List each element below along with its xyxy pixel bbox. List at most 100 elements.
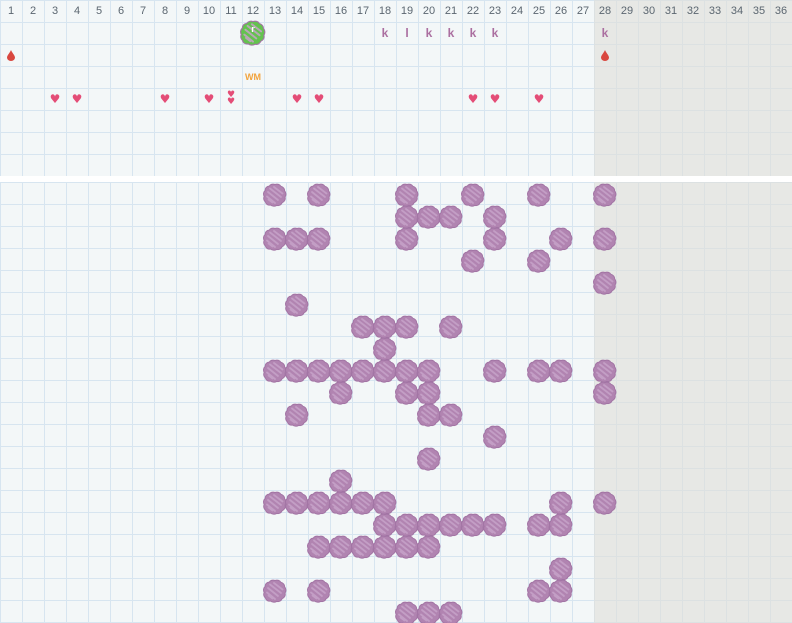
creature-blob-sprite[interactable] bbox=[417, 513, 441, 537]
creature-blob-sprite[interactable] bbox=[417, 381, 441, 405]
creature-blob-sprite[interactable] bbox=[527, 359, 551, 383]
creature-blob-sprite[interactable] bbox=[549, 359, 573, 383]
creature-blob-sprite[interactable] bbox=[593, 491, 617, 515]
creature-blob-sprite[interactable] bbox=[593, 381, 617, 405]
creature-blob-sprite[interactable] bbox=[483, 425, 507, 449]
creature-letter-marker[interactable]: k bbox=[491, 26, 499, 40]
creature-blob-sprite[interactable] bbox=[549, 579, 573, 603]
creature-blob-sprite[interactable] bbox=[417, 403, 441, 427]
creature-blob-sprite[interactable] bbox=[307, 535, 331, 559]
column-number: 27 bbox=[576, 4, 590, 17]
creature-blob-sprite[interactable] bbox=[373, 359, 397, 383]
creature-blob-sprite[interactable] bbox=[263, 183, 287, 207]
creature-blob-sprite[interactable] bbox=[417, 359, 441, 383]
creature-blob-sprite[interactable] bbox=[439, 601, 463, 623]
creature-blob-sprite[interactable] bbox=[549, 513, 573, 537]
creature-blob-sprite[interactable] bbox=[483, 513, 507, 537]
creature-blob-sprite[interactable] bbox=[461, 513, 485, 537]
creature-blob-sprite[interactable] bbox=[307, 227, 331, 251]
creature-blob-sprite[interactable] bbox=[351, 491, 375, 515]
creature-blob-sprite[interactable] bbox=[351, 535, 375, 559]
creature-blob-sprite[interactable] bbox=[351, 315, 375, 339]
creature-blob-sprite[interactable] bbox=[307, 579, 331, 603]
creature-blob-sprite[interactable] bbox=[373, 535, 397, 559]
creature-letter-marker[interactable]: k bbox=[469, 26, 477, 40]
creature-blob-sprite[interactable] bbox=[483, 205, 507, 229]
creature-blob-sprite[interactable] bbox=[329, 491, 353, 515]
creature-blob-sprite[interactable] bbox=[285, 227, 309, 251]
creature-blob-sprite[interactable] bbox=[527, 579, 551, 603]
creature-blob-sprite[interactable] bbox=[593, 227, 617, 251]
creature-blob-sprite[interactable] bbox=[395, 513, 419, 537]
creature-blob-sprite[interactable] bbox=[373, 337, 397, 361]
creature-letter-marker[interactable]: k bbox=[447, 26, 455, 40]
creature-blob-sprite[interactable] bbox=[549, 557, 573, 581]
column-number: 21 bbox=[444, 4, 458, 17]
creature-blob-sprite[interactable] bbox=[439, 205, 463, 229]
creature-blob-sprite[interactable] bbox=[285, 293, 309, 317]
creature-blob-sprite[interactable] bbox=[483, 359, 507, 383]
heart-icon: ♥ bbox=[489, 92, 501, 106]
creature-blob-sprite[interactable] bbox=[527, 513, 551, 537]
creature-blob-sprite[interactable] bbox=[263, 227, 287, 251]
creature-blob-sprite[interactable] bbox=[373, 491, 397, 515]
creature-blob-sprite[interactable] bbox=[417, 601, 441, 623]
droplet-icon bbox=[0, 44, 22, 66]
creature-letter-marker[interactable]: k bbox=[381, 26, 389, 40]
heart-icon: ♥ bbox=[71, 92, 83, 106]
creature-letter-marker[interactable]: k bbox=[425, 26, 433, 40]
creature-blob-sprite[interactable] bbox=[527, 249, 551, 273]
creature-blob-sprite[interactable] bbox=[417, 447, 441, 471]
creature-blob-sprite[interactable] bbox=[307, 491, 331, 515]
creature-blob-sprite[interactable] bbox=[461, 183, 485, 207]
creature-blob-sprite[interactable] bbox=[549, 227, 573, 251]
creature-blob-sprite[interactable] bbox=[285, 491, 309, 515]
creature-blob-sprite[interactable] bbox=[483, 227, 507, 251]
column-number: 1 bbox=[7, 4, 15, 17]
column-number: 8 bbox=[161, 4, 169, 17]
creature-letter-marker[interactable]: k bbox=[601, 26, 609, 40]
column-number: 12 bbox=[246, 4, 260, 17]
creature-blob-sprite[interactable] bbox=[461, 249, 485, 273]
creature-blob-sprite[interactable] bbox=[395, 381, 419, 405]
creature-blob-sprite[interactable] bbox=[395, 315, 419, 339]
creature-blob-sprite[interactable] bbox=[285, 359, 309, 383]
creature-blob-sprite[interactable] bbox=[593, 183, 617, 207]
double-heart-icon: ♥ ♥ bbox=[226, 90, 236, 107]
column-number: 10 bbox=[202, 4, 216, 17]
creature-blob-sprite[interactable] bbox=[395, 205, 419, 229]
creature-blob-sprite[interactable] bbox=[417, 205, 441, 229]
creature-blob-sprite[interactable] bbox=[373, 315, 397, 339]
creature-blob-sprite[interactable] bbox=[329, 381, 353, 405]
creature-blob-sprite[interactable] bbox=[395, 535, 419, 559]
creature-blob-sprite[interactable] bbox=[593, 359, 617, 383]
creature-blob-sprite[interactable] bbox=[417, 535, 441, 559]
creature-blob-sprite[interactable] bbox=[263, 491, 287, 515]
creature-blob-sprite[interactable] bbox=[285, 403, 309, 427]
creature-blob-sprite[interactable] bbox=[329, 359, 353, 383]
heart-icon: ♥ bbox=[533, 92, 545, 106]
player-sprite[interactable]: r bbox=[240, 20, 266, 46]
creature-blob-sprite[interactable] bbox=[395, 227, 419, 251]
creature-blob-sprite[interactable] bbox=[395, 601, 419, 623]
creature-blob-sprite[interactable] bbox=[593, 271, 617, 295]
creature-blob-sprite[interactable] bbox=[263, 359, 287, 383]
column-number: 6 bbox=[117, 4, 125, 17]
creature-blob-sprite[interactable] bbox=[395, 183, 419, 207]
creature-blob-sprite[interactable] bbox=[329, 469, 353, 493]
creature-blob-sprite[interactable] bbox=[439, 315, 463, 339]
creature-blob-sprite[interactable] bbox=[373, 513, 397, 537]
column-number: 35 bbox=[752, 4, 766, 17]
creature-blob-sprite[interactable] bbox=[263, 579, 287, 603]
heart-icon: ♥ bbox=[291, 92, 303, 106]
creature-blob-sprite[interactable] bbox=[439, 513, 463, 537]
creature-blob-sprite[interactable] bbox=[307, 183, 331, 207]
creature-blob-sprite[interactable] bbox=[527, 183, 551, 207]
creature-blob-sprite[interactable] bbox=[329, 535, 353, 559]
creature-blob-sprite[interactable] bbox=[307, 359, 331, 383]
creature-blob-sprite[interactable] bbox=[395, 359, 419, 383]
creature-blob-sprite[interactable] bbox=[439, 403, 463, 427]
creature-blob-sprite[interactable] bbox=[549, 491, 573, 515]
creature-blob-sprite[interactable] bbox=[351, 359, 375, 383]
creature-letter-marker[interactable]: l bbox=[405, 26, 409, 40]
